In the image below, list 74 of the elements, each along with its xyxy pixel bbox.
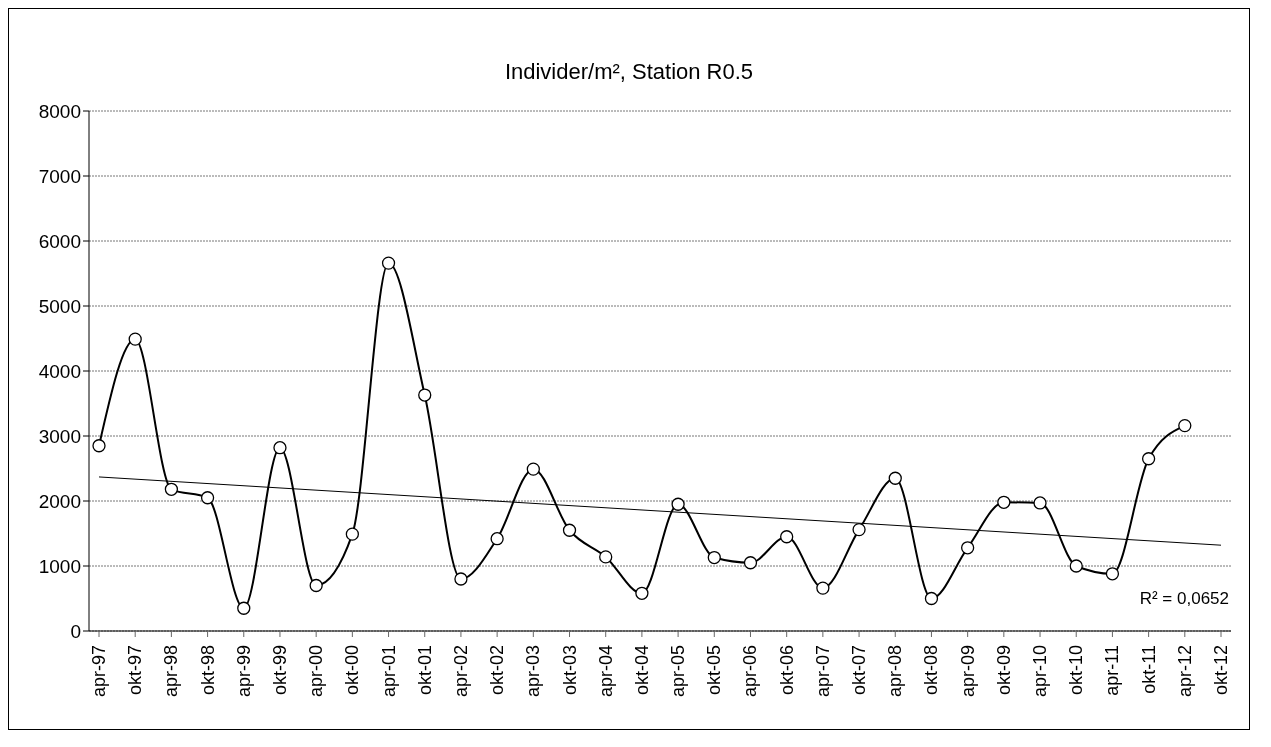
point (92, 439, 106, 453)
x-tick-label: okt-12 (1211, 645, 1231, 696)
y-tick-label: 6000 (38, 230, 81, 252)
x-tick-label: okt-05 (704, 645, 725, 696)
x-tick-label: okt-97 (125, 645, 146, 696)
x-tick-label: apr-11 (1102, 645, 1123, 696)
point (418, 388, 432, 402)
chart-title: Individer/m², Station R0.5 (503, 59, 755, 85)
x-tick-label: okt-06 (776, 645, 797, 696)
point (128, 332, 142, 346)
y-tick-label: 8000 (38, 100, 81, 122)
point (707, 550, 721, 565)
point (381, 256, 396, 270)
x-tick-label: apr-07 (812, 645, 833, 698)
x-tick-label: okt-98 (197, 645, 218, 696)
x-tick-label: apr-09 (957, 645, 978, 698)
point (671, 497, 685, 511)
x-tick-label: apr-10 (1030, 645, 1051, 698)
x-tick-label: apr-08 (885, 645, 906, 698)
x-tick-label: apr-04 (595, 645, 616, 698)
x-tick-label: apr-06 (740, 645, 761, 698)
x-tick-label: apr-01 (378, 645, 399, 698)
point (309, 578, 323, 593)
x-tick-label: okt-10 (1066, 645, 1087, 696)
point (562, 523, 577, 537)
point (526, 462, 540, 476)
point (164, 482, 179, 496)
point (454, 572, 468, 586)
point (635, 586, 649, 600)
y-tick-label: 0 (70, 620, 81, 642)
x-tick-label: okt-04 (631, 645, 652, 696)
x-tick-label: apr-98 (161, 645, 182, 698)
point (1141, 452, 1156, 466)
point (997, 495, 1011, 509)
y-tick-label: 1000 (38, 555, 81, 577)
point (852, 522, 866, 537)
point (200, 491, 215, 505)
y-tick-label: 7000 (38, 165, 81, 187)
point (888, 471, 902, 485)
x-tick-label: apr-12 (1174, 645, 1195, 698)
x-tick-label: apr-05 (668, 645, 689, 698)
x-tick-label: okt-08 (921, 645, 942, 696)
point (924, 591, 939, 606)
point (1033, 496, 1047, 510)
x-tick-label: okt-02 (487, 645, 508, 696)
x-tick-label: apr-00 (306, 645, 327, 698)
x-tick-label: okt-00 (342, 645, 363, 696)
point (816, 581, 830, 595)
point (1069, 559, 1083, 573)
y-tick-label: 4000 (38, 360, 81, 382)
point (961, 541, 975, 555)
point (743, 556, 758, 570)
x-tick-label: okt-07 (849, 645, 870, 696)
y-tick-label: 3000 (38, 425, 81, 447)
x-tick-label: okt-09 (993, 645, 1014, 696)
x-tick-label: okt-03 (559, 645, 580, 696)
x-tick-label: apr-03 (523, 645, 544, 698)
point (1105, 567, 1120, 581)
point (273, 441, 287, 455)
point (237, 601, 251, 615)
x-tick-label: apr-99 (233, 645, 254, 698)
y-tick-label: 2000 (38, 490, 81, 512)
x-tick-label: apr-02 (450, 645, 471, 698)
point (345, 527, 360, 541)
x-tick-label: okt-11 (1138, 645, 1159, 694)
point (1178, 418, 1192, 433)
annotation: R² = 0,0652 (1139, 589, 1229, 609)
point (490, 532, 504, 546)
x-tick-label: okt-99 (269, 645, 290, 696)
x-tick-label: apr-97 (89, 645, 109, 698)
point (599, 550, 613, 564)
point (780, 530, 794, 544)
y-tick-label: 5000 (38, 295, 81, 317)
x-tick-label: okt-01 (414, 645, 435, 696)
